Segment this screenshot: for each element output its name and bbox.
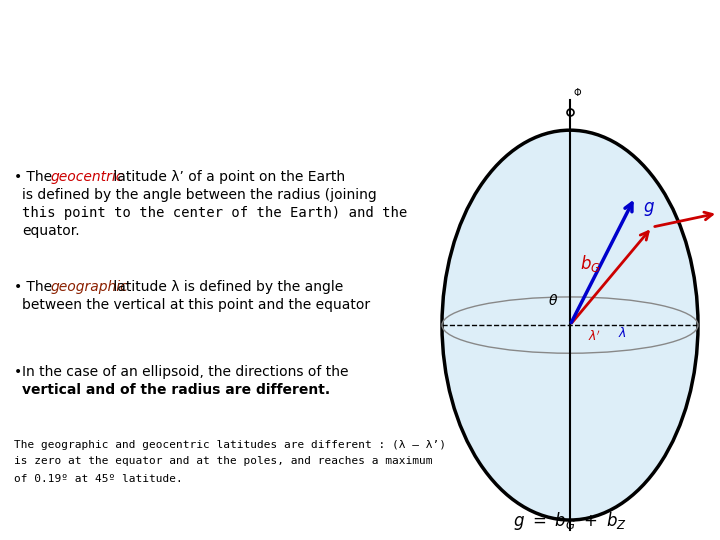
Text: latitude λ is defined by the angle: latitude λ is defined by the angle (109, 280, 343, 294)
Text: •: • (14, 365, 22, 379)
Text: $\lambda'$: $\lambda'$ (588, 330, 601, 345)
Text: geocentric: geocentric (51, 170, 125, 184)
Text: $b_G$: $b_G$ (580, 253, 601, 274)
Text: between the vertical at this point and the equator: between the vertical at this point and t… (22, 298, 370, 312)
Text: $\theta$: $\theta$ (548, 293, 558, 308)
Text: $\lambda$: $\lambda$ (618, 326, 626, 340)
Text: of 0.19º at 45º latitude.: of 0.19º at 45º latitude. (14, 474, 183, 484)
Text: The: The (22, 280, 56, 294)
Text: vertical and of the radius are different.: vertical and of the radius are different… (22, 383, 330, 397)
Text: •: • (14, 280, 22, 294)
Text: Φ: Φ (573, 88, 580, 98)
Text: Geographic & geocentric latitudes: Geographic & geocentric latitudes (11, 23, 549, 51)
Text: geographic: geographic (51, 280, 129, 294)
Ellipse shape (442, 130, 698, 520)
Text: $g$: $g$ (643, 200, 655, 218)
Text: The: The (22, 170, 56, 184)
Text: latitude λ’ of a point on the Earth: latitude λ’ of a point on the Earth (109, 170, 345, 184)
Text: $g\ =\ b_G\ +\ b_Z$: $g\ =\ b_G\ +\ b_Z$ (513, 510, 627, 532)
Text: The geographic and geocentric latitudes are different : (λ – λ’): The geographic and geocentric latitudes … (14, 440, 446, 450)
Text: is zero at the equator and at the poles, and reaches a maximum: is zero at the equator and at the poles,… (14, 456, 433, 466)
Text: equator.: equator. (22, 224, 80, 238)
Text: •: • (14, 170, 22, 184)
Text: In the case of an ellipsoid, the directions of the: In the case of an ellipsoid, the directi… (22, 365, 348, 379)
Text: this point to the center of the Earth) and the: this point to the center of the Earth) a… (22, 206, 408, 220)
Text: is defined by the angle between the radius (joining: is defined by the angle between the radi… (22, 188, 377, 202)
